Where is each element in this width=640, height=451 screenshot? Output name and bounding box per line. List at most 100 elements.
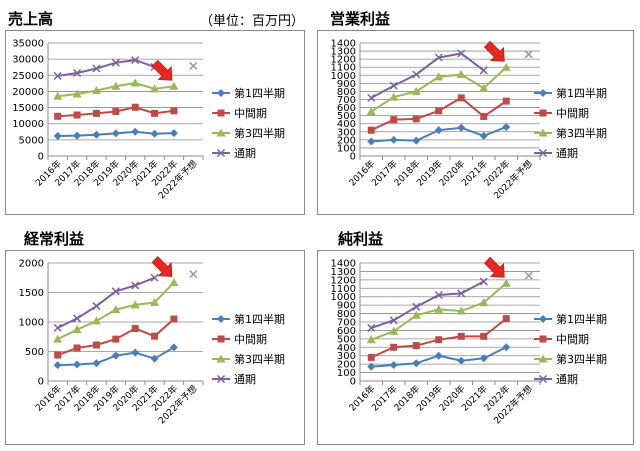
legend-label: 通期 <box>556 147 578 160</box>
data-point-s1-c6 <box>502 315 510 323</box>
data-point-s3-c2 <box>412 302 421 311</box>
chart-operating-profit: 0100200300400500600700800900100011001200… <box>331 39 607 202</box>
data-point-s2-c6 <box>169 81 179 90</box>
data-point-s0-c5 <box>479 354 488 363</box>
y-tick-label: 1200 <box>331 275 356 286</box>
y-tick-label: 0 <box>38 152 44 163</box>
legend-label: 通期 <box>556 373 578 386</box>
data-point-s1-c1 <box>73 344 81 352</box>
legend-item-1: 中間期 <box>534 107 589 120</box>
y-tick-label: 300 <box>337 127 356 138</box>
highlight-arrow <box>483 256 505 278</box>
legend-item-3: 通期 <box>212 147 256 160</box>
data-point-s2-c6 <box>501 278 511 287</box>
data-point-s2-c3 <box>434 72 444 81</box>
data-point-s3-c5 <box>479 66 488 75</box>
data-point-s1-c5 <box>151 332 159 340</box>
highlight-arrow <box>483 40 505 62</box>
data-point-s1-c2 <box>92 341 100 349</box>
data-point-s3-c0 <box>367 93 376 102</box>
data-point-s3-c1 <box>73 314 82 323</box>
data-point-s0-c1 <box>389 135 398 144</box>
legend-item-2: 第3四半期 <box>534 352 607 366</box>
data-point-s2-c0 <box>53 334 63 343</box>
data-point-s3-c1 <box>73 68 82 78</box>
data-point-s3-c4 <box>457 49 466 58</box>
data-point-s3-c3 <box>111 58 120 67</box>
legend-item-2: 第3四半期 <box>212 352 285 366</box>
data-point-s3-c2 <box>92 302 101 311</box>
legend-item-0: 第1四半期 <box>534 312 607 326</box>
series-line-3 <box>370 280 485 329</box>
y-tick-label: 15000 <box>12 103 44 114</box>
data-point-s2-c5 <box>479 83 489 92</box>
y-tick-label: 300 <box>337 351 356 362</box>
data-point-s2-c1 <box>389 92 399 101</box>
y-tick-label: 600 <box>337 103 356 114</box>
y-tick-label: 1200 <box>331 55 356 66</box>
chart-ordinary-profit: 05001000150020002016年2017年2018年2019年2020… <box>19 256 285 426</box>
series-0 <box>53 343 178 370</box>
data-point-s1-c3 <box>435 336 443 344</box>
y-tick-label: 1100 <box>331 63 356 74</box>
data-point-s2-clegend <box>216 128 226 137</box>
y-tick-label: 5000 <box>19 135 44 146</box>
legend-label: 中間期 <box>556 107 589 120</box>
y-tick-label: 400 <box>337 119 356 130</box>
y-tick-label: 700 <box>337 318 356 329</box>
data-point-s0-clegend <box>217 315 225 323</box>
data-point-s2-c4 <box>130 300 140 309</box>
data-point-s0-c4 <box>131 127 140 136</box>
data-point-s1-c1 <box>390 343 398 351</box>
y-tick-label: 800 <box>337 87 356 98</box>
chart-panel-ordinary-profit: 0 500 1000 1500 2000 2016年 2017年 2018年 2019年 2020… <box>5 250 305 445</box>
data-point-s0-c3 <box>111 129 120 138</box>
data-point-s3-c7 <box>524 271 533 280</box>
y-tick-label: 100 <box>337 368 356 379</box>
y-tick-label: 900 <box>337 301 356 312</box>
series-3 <box>53 56 198 80</box>
data-point-s2-c4 <box>130 78 140 87</box>
data-point-s1-c6 <box>170 315 178 323</box>
data-point-s0-c6 <box>502 343 511 352</box>
data-point-s0-c2 <box>412 359 421 368</box>
y-tick-label: 1000 <box>331 292 356 303</box>
y-tick-label: 25000 <box>12 71 44 82</box>
legend-item-1: 中間期 <box>212 107 267 120</box>
data-point-s0-c2 <box>412 136 421 145</box>
chart-panel-net-income: 0 100 200 300 400 500 600 700 800 900 1000 1100 1200… <box>317 250 634 445</box>
legend-label: 第3四半期 <box>556 352 607 366</box>
y-tick-label: 1400 <box>331 259 356 270</box>
y-tick-label: 35000 <box>12 39 44 50</box>
y-tick-label: 1400 <box>331 39 356 50</box>
data-point-s3-c7 <box>189 270 198 279</box>
data-point-s1-clegend <box>539 335 547 343</box>
legend-label: 第1四半期 <box>234 312 285 326</box>
data-point-s0-c0 <box>53 361 62 370</box>
data-point-s0-clegend <box>539 89 547 97</box>
chart-title-operating-profit: 営業利益 <box>330 10 391 28</box>
data-point-s2-c2 <box>411 86 421 95</box>
data-point-s1-c4 <box>131 324 139 332</box>
data-point-s3-c1 <box>389 81 398 90</box>
series-2 <box>53 277 179 343</box>
data-point-s2-c1 <box>389 326 399 335</box>
data-point-s1-c2 <box>412 115 420 123</box>
arrow-shape <box>483 256 505 278</box>
series-3 <box>367 271 533 332</box>
legend-item-0: 第1四半期 <box>212 86 285 100</box>
data-point-s1-c0 <box>367 126 375 134</box>
data-point-s3-c1 <box>389 316 398 325</box>
arrow-shape <box>483 40 505 62</box>
data-point-s2-clegend <box>216 354 226 363</box>
data-point-s3-c5 <box>150 273 159 282</box>
chart-panel-sales: 0 5000 10000 15000 20000 25000 30000 35000 2016年… <box>5 30 305 215</box>
data-point-s0-c3 <box>111 351 120 360</box>
y-tick-label: 0 <box>350 152 356 163</box>
series-0 <box>367 343 511 371</box>
data-point-s0-c3 <box>434 126 443 135</box>
data-point-s2-c5 <box>150 298 160 307</box>
y-tick-label: 200 <box>337 360 356 371</box>
series-line-3 <box>57 276 155 329</box>
data-point-s3-c0 <box>53 71 62 80</box>
